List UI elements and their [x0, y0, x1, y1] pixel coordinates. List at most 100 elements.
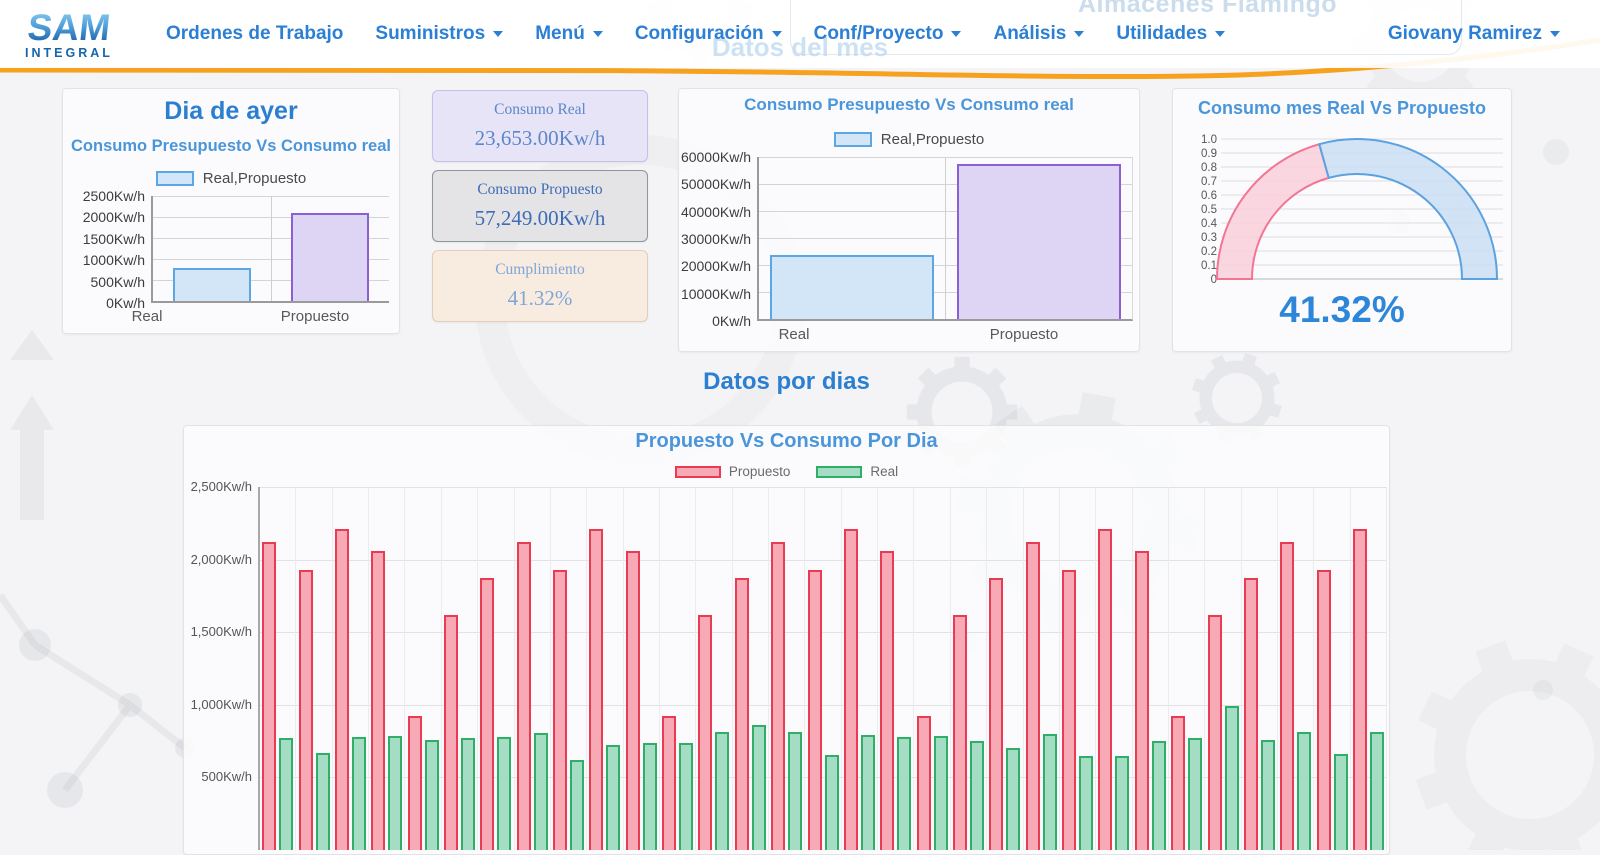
bar-real — [1079, 755, 1094, 850]
bar-group-day-4 — [369, 487, 406, 850]
stat-card-consumo-propuesto: Consumo Propuesto 57,249.00Kw/h — [432, 170, 648, 242]
gauge-title: Consumo mes Real Vs Propuesto — [1197, 98, 1487, 118]
daily-chart-card: Propuesto Vs Consumo Por Dia Propuesto Re… — [183, 425, 1390, 855]
bar-group-day-11 — [624, 487, 660, 850]
bar-real — [1297, 731, 1312, 850]
bar-group-day-14 — [733, 487, 770, 850]
gauge-tick-label: 0.5 — [1201, 204, 1217, 216]
chart-canvas[interactable] — [757, 157, 1133, 321]
bar-propuesto — [734, 578, 749, 850]
bar-group-day-20 — [951, 487, 988, 850]
daily-chart-legend: Propuesto Real — [184, 464, 1389, 479]
nav-item-label: Menú — [535, 23, 585, 44]
logo-subtext: INTEGRAL — [25, 45, 113, 60]
stat-value: 57,249.00Kw/h — [474, 206, 606, 230]
yesterday-x-labels: Real Propuesto — [63, 308, 399, 325]
nav-item-analisis[interactable]: Análisis — [993, 23, 1085, 45]
app-logo[interactable]: SAM INTEGRAL — [14, 7, 124, 60]
bar-real — [497, 736, 512, 850]
user-menu[interactable]: Giovany Ramirez — [1388, 0, 1560, 68]
nav-item-conf-proyecto[interactable]: Conf/Proyecto — [814, 23, 962, 45]
bar-real — [679, 742, 694, 850]
nav-item-label: Ordenes de Trabajo — [166, 23, 344, 44]
legend-entry-propuesto: Propuesto — [674, 464, 790, 479]
nav-item-label: Conf/Proyecto — [813, 23, 944, 44]
stat-label: Consumo Propuesto — [477, 181, 603, 198]
bar-real — [424, 740, 439, 850]
bar-group-day-21 — [987, 487, 1024, 850]
legend-swatch — [674, 465, 721, 478]
bar-group-day-17 — [842, 487, 879, 850]
bar-real — [788, 732, 803, 850]
bar-propuesto — [1316, 570, 1331, 850]
gridline — [260, 632, 1387, 634]
y-tick-label: 2500Kw/h — [82, 188, 145, 204]
y-tick-label: 40000Kw/h — [680, 203, 751, 220]
chevron-down-icon — [771, 30, 782, 37]
bar-propuesto — [516, 542, 531, 850]
bar-real — [1188, 738, 1203, 850]
stat-value: 23,653.00Kw/h — [474, 126, 606, 150]
yesterday-bar-chart: 2500Kw/h 2000Kw/h 1500Kw/h 1000Kw/h 500Kw/h 0… — [63, 188, 399, 311]
bar-group-day-1 — [260, 487, 297, 850]
nav-item-ordenes-de-trabajo[interactable]: Ordenes de Trabajo — [166, 23, 343, 45]
bar-real — [1224, 706, 1239, 850]
chart-canvas[interactable] — [151, 196, 389, 303]
bar-real — [933, 736, 948, 850]
bar-propuesto — [262, 542, 277, 850]
bar-group-day-18 — [878, 487, 915, 850]
bar-real — [460, 738, 475, 850]
nav-item-suministros[interactable]: Suministros — [375, 23, 504, 45]
bar-propuesto — [371, 550, 386, 850]
month-comparison-card: Consumo Presupuesto Vs Consumo real Real… — [678, 88, 1140, 352]
daily-bar-chart: 2,500Kw/h 2,000Kw/h 1,500Kw/h 1,000Kw/h 500K… — [184, 479, 1388, 850]
stat-label: Consumo Real — [494, 101, 586, 118]
nav-item-utilidades[interactable]: Utilidades — [1116, 23, 1226, 45]
bar-propuesto — [1098, 529, 1113, 850]
chevron-down-icon — [1074, 30, 1085, 37]
nav-item-label: Utilidades — [1116, 23, 1208, 44]
gauge-chart-canvas[interactable]: 1.0 0.9 0.8 0.7 0.6 0.5 0.4 0.3 0.2 0.1 0 — [1177, 127, 1507, 289]
bar-propuesto — [553, 570, 568, 850]
bar-group-day-31 — [1351, 487, 1388, 850]
gauge-tick-label: 0.3 — [1201, 232, 1217, 244]
bar-group-day-29 — [1278, 487, 1315, 850]
x-category-label: Real — [131, 308, 163, 325]
bar-real — [279, 738, 294, 850]
yesterday-card-title: Dia de ayer — [164, 97, 298, 125]
y-axis-labels: 60000Kw/h 50000Kw/h 40000Kw/h 30000Kw/h 2000… — [679, 149, 757, 329]
bar-group-day-19 — [914, 487, 951, 850]
bar-propuesto — [880, 550, 895, 850]
bar-propuesto — [1134, 550, 1149, 850]
bar-group-day-9 — [551, 487, 588, 850]
bar-real — [770, 255, 934, 319]
user-name: Giovany Ramirez — [1387, 23, 1542, 44]
bar-real — [570, 759, 585, 850]
nav-item-menu[interactable]: Menú — [535, 23, 603, 45]
nav-item-label: Suministros — [375, 23, 486, 44]
bar-real — [860, 734, 875, 850]
y-tick-label: 500Kw/h — [201, 769, 252, 785]
bar-propuesto — [989, 578, 1004, 850]
bar-group-day-8 — [515, 487, 551, 850]
gauge-tick-label: 0.1 — [1201, 260, 1217, 272]
bar-group-day-10 — [587, 487, 624, 850]
daily-section-title: Datos por dias — [703, 368, 870, 395]
bar-group-day-2 — [296, 487, 333, 850]
bar-real — [1260, 740, 1275, 850]
chart-canvas[interactable] — [258, 487, 1388, 850]
legend-entry-real: Real — [816, 464, 898, 479]
x-category-label: Propuesto — [989, 326, 1059, 343]
y-tick-label: 10000Kw/h — [680, 285, 751, 302]
bar-real — [1333, 754, 1348, 850]
bar-propuesto — [589, 529, 604, 850]
bar-groups — [260, 487, 1388, 850]
bar-real — [606, 745, 621, 850]
nav-item-configuracion[interactable]: Configuración — [635, 23, 782, 45]
legend-swatch — [816, 465, 863, 478]
bar-real — [172, 268, 251, 301]
legend-label: Real,Propuesto — [202, 170, 307, 187]
gridline — [260, 559, 1387, 561]
month-chart-legend: Real,Propuesto — [679, 131, 1139, 148]
bar-propuesto — [334, 529, 349, 850]
